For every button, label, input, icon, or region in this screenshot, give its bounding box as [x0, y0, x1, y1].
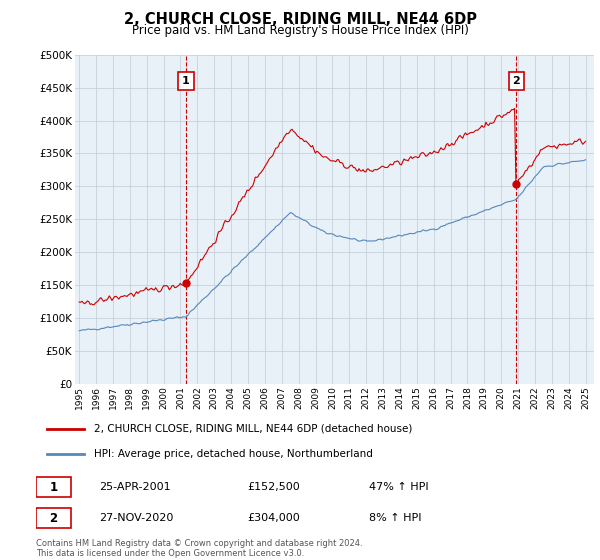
Text: 47% ↑ HPI: 47% ↑ HPI [368, 482, 428, 492]
Text: Price paid vs. HM Land Registry's House Price Index (HPI): Price paid vs. HM Land Registry's House … [131, 24, 469, 37]
Text: 2, CHURCH CLOSE, RIDING MILL, NE44 6DP (detached house): 2, CHURCH CLOSE, RIDING MILL, NE44 6DP (… [94, 424, 412, 433]
Text: £304,000: £304,000 [247, 513, 300, 523]
Text: £152,500: £152,500 [247, 482, 300, 492]
Text: 1: 1 [49, 480, 58, 494]
Text: 25-APR-2001: 25-APR-2001 [100, 482, 171, 492]
Text: 27-NOV-2020: 27-NOV-2020 [100, 513, 174, 523]
FancyBboxPatch shape [36, 477, 71, 497]
Text: 2: 2 [512, 76, 520, 86]
Text: 2, CHURCH CLOSE, RIDING MILL, NE44 6DP: 2, CHURCH CLOSE, RIDING MILL, NE44 6DP [124, 12, 476, 27]
Text: 2: 2 [49, 511, 58, 525]
Text: Contains HM Land Registry data © Crown copyright and database right 2024.
This d: Contains HM Land Registry data © Crown c… [36, 539, 362, 558]
FancyBboxPatch shape [36, 508, 71, 529]
Text: 1: 1 [182, 76, 190, 86]
Text: HPI: Average price, detached house, Northumberland: HPI: Average price, detached house, Nort… [94, 449, 373, 459]
Text: 8% ↑ HPI: 8% ↑ HPI [368, 513, 421, 523]
